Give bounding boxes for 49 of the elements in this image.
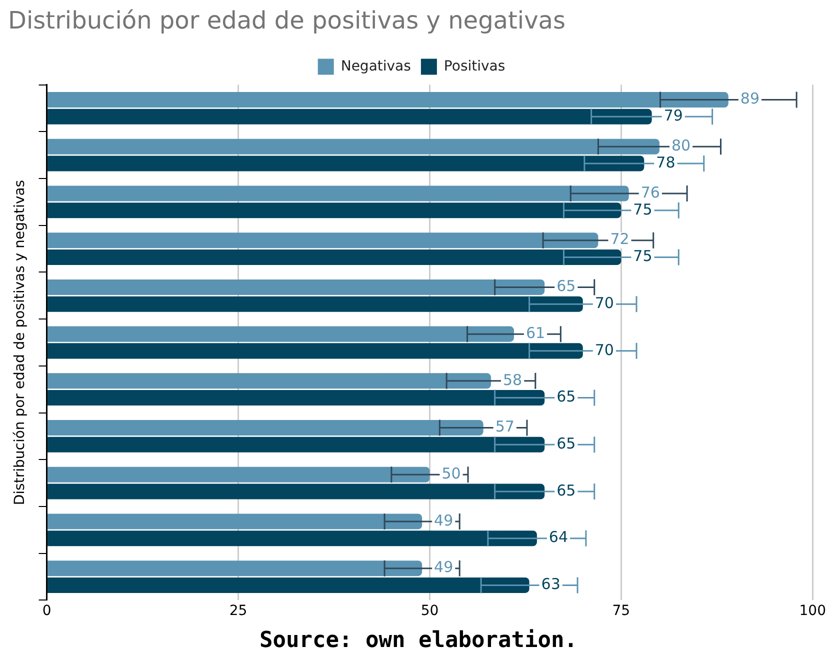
data-label: 75 xyxy=(633,200,652,218)
data-label: 64 xyxy=(548,528,568,546)
bar xyxy=(48,436,545,452)
bar xyxy=(48,202,622,218)
data-label: 50 xyxy=(442,464,461,483)
data-label: 65 xyxy=(556,434,576,453)
bar xyxy=(48,560,422,576)
bar xyxy=(48,156,644,172)
data-label: 79 xyxy=(664,106,683,125)
data-label: 75 xyxy=(633,247,652,266)
data-label: 49 xyxy=(434,511,454,530)
bar xyxy=(48,343,583,359)
bar xyxy=(48,577,530,593)
x-tick-label: 75 xyxy=(612,603,630,620)
chart-title: Distribución por edad de positivas y negativas xyxy=(8,6,566,35)
data-label: 65 xyxy=(556,388,576,406)
x-tick-label: 100 xyxy=(799,603,826,620)
bar xyxy=(48,249,622,265)
bar xyxy=(48,420,484,436)
bar xyxy=(48,466,430,482)
bar xyxy=(48,296,583,312)
data-label: 70 xyxy=(594,340,614,359)
data-label: 80 xyxy=(671,136,691,155)
data-label: 78 xyxy=(656,153,676,172)
bar xyxy=(48,484,545,500)
x-tick-label: 0 xyxy=(42,603,52,620)
data-label: 58 xyxy=(502,370,522,389)
data-label: 61 xyxy=(526,324,546,342)
data-label: 63 xyxy=(541,575,560,594)
bar xyxy=(48,108,652,124)
legend-label: Positivas xyxy=(444,58,506,74)
y-axis-title: Distribución por edad de positivas y negativas xyxy=(12,180,28,506)
source-note: Source: own elaboration. xyxy=(258,628,578,653)
data-label: 65 xyxy=(556,481,576,500)
x-tick-label: 25 xyxy=(229,603,248,620)
legend-label: Negativas xyxy=(340,58,411,74)
data-label: 57 xyxy=(495,418,514,436)
data-label: 49 xyxy=(434,558,454,576)
data-label: 65 xyxy=(556,277,576,296)
x-tick-label: 50 xyxy=(420,603,439,620)
bar xyxy=(48,373,491,389)
data-label: 72 xyxy=(610,230,630,248)
bar xyxy=(48,514,422,530)
data-label: 70 xyxy=(594,294,614,312)
bar xyxy=(48,326,514,342)
data-label: 89 xyxy=(740,90,760,108)
bar xyxy=(48,530,537,546)
data-label: 76 xyxy=(640,183,660,202)
bar xyxy=(48,390,545,406)
